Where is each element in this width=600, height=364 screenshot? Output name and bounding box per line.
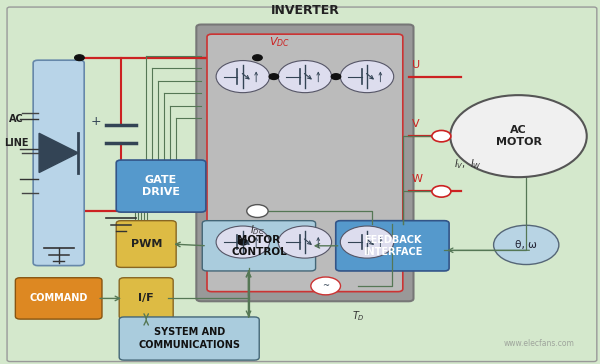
Circle shape [331, 74, 341, 79]
Text: I/F: I/F [139, 293, 154, 304]
Circle shape [340, 60, 394, 93]
FancyBboxPatch shape [207, 34, 403, 292]
Circle shape [216, 226, 269, 258]
Text: AC: AC [8, 114, 23, 124]
Circle shape [253, 55, 262, 60]
Text: V: V [412, 119, 419, 129]
Text: θ, ω: θ, ω [515, 240, 537, 250]
Text: MOTOR
CONTROL: MOTOR CONTROL [231, 235, 287, 257]
Circle shape [494, 225, 559, 265]
Circle shape [278, 60, 332, 93]
FancyBboxPatch shape [7, 7, 597, 361]
Circle shape [432, 186, 451, 197]
Text: www.elecfans.com: www.elecfans.com [504, 339, 575, 348]
FancyBboxPatch shape [202, 221, 316, 271]
Text: $I_V,\ I_W$: $I_V,\ I_W$ [454, 157, 482, 171]
FancyBboxPatch shape [119, 278, 173, 319]
Text: ~: ~ [322, 281, 329, 290]
Circle shape [340, 226, 394, 258]
Circle shape [238, 239, 248, 245]
Circle shape [278, 226, 332, 258]
Text: +: + [90, 115, 101, 128]
Text: U: U [412, 60, 420, 70]
Text: LINE: LINE [4, 138, 28, 148]
FancyBboxPatch shape [116, 221, 176, 268]
Circle shape [450, 95, 587, 177]
Text: INVERTER: INVERTER [271, 4, 340, 17]
FancyBboxPatch shape [33, 60, 84, 266]
Text: SYSTEM AND
COMMUNICATIONS: SYSTEM AND COMMUNICATIONS [138, 327, 240, 350]
Text: FEEDBACK
INTERFACE: FEEDBACK INTERFACE [363, 235, 422, 257]
Circle shape [74, 55, 84, 60]
Circle shape [247, 205, 268, 217]
Text: COMMAND: COMMAND [29, 293, 88, 304]
Text: GATE
DRIVE: GATE DRIVE [142, 175, 180, 197]
Circle shape [269, 74, 278, 79]
Polygon shape [39, 133, 78, 173]
Circle shape [432, 130, 451, 142]
Text: $I_{DC}$: $I_{DC}$ [250, 223, 265, 237]
FancyBboxPatch shape [116, 160, 206, 212]
Text: W: W [412, 174, 423, 184]
FancyBboxPatch shape [196, 24, 413, 301]
Text: $T_D$: $T_D$ [352, 309, 365, 323]
Text: AC
MOTOR: AC MOTOR [496, 125, 542, 147]
Text: $V_{DC}$: $V_{DC}$ [269, 35, 290, 49]
Text: PWM: PWM [131, 239, 162, 249]
FancyBboxPatch shape [16, 278, 102, 319]
Circle shape [216, 60, 269, 93]
Circle shape [311, 277, 341, 295]
FancyBboxPatch shape [119, 317, 259, 360]
FancyBboxPatch shape [336, 221, 449, 271]
